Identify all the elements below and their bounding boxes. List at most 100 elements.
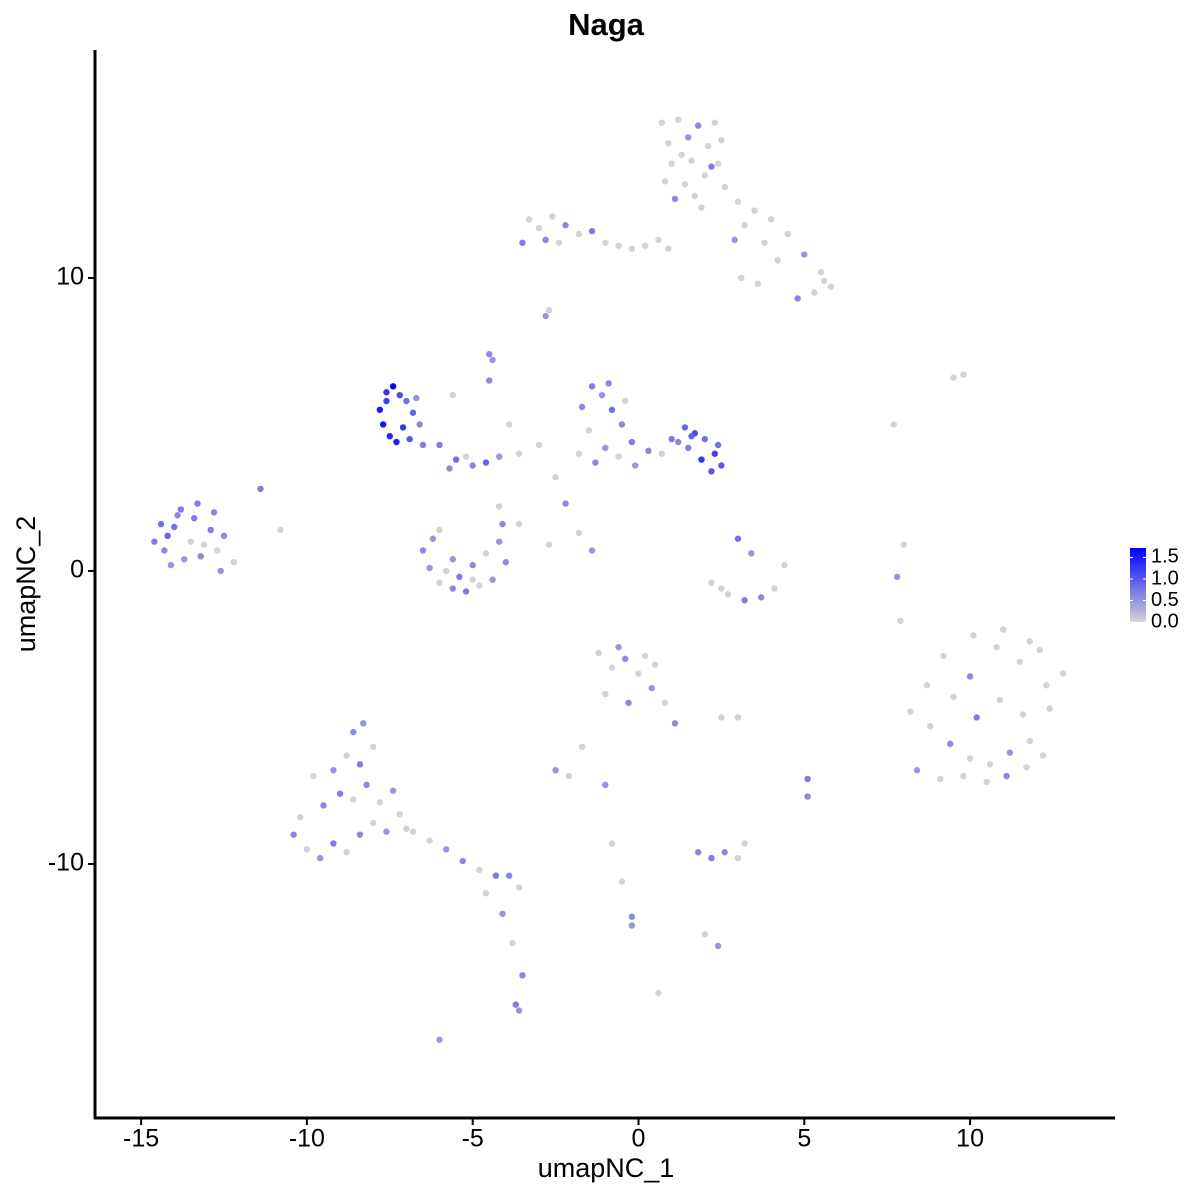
cell-point: [827, 283, 835, 290]
cell-point: [996, 696, 1004, 704]
cell-point: [316, 854, 324, 862]
cell-point: [724, 591, 732, 598]
cell-point: [525, 216, 533, 223]
cell-point: [1006, 749, 1014, 756]
cell-point: [641, 652, 649, 660]
cell-point: [754, 280, 762, 288]
cell-point: [602, 781, 609, 789]
cell-point: [645, 447, 652, 455]
cell-point: [370, 743, 377, 750]
cell-point: [701, 435, 709, 443]
cell-point: [950, 374, 957, 381]
cell-point: [588, 547, 596, 554]
cell-point: [164, 532, 171, 540]
cell-point: [625, 699, 632, 707]
cell-point: [741, 840, 748, 847]
x-tick-label: -15: [123, 1125, 159, 1153]
cell-point: [436, 526, 443, 534]
cell-point: [748, 550, 755, 557]
cell-point: [552, 767, 559, 774]
cell-point: [383, 389, 390, 396]
cell-point: [290, 831, 297, 838]
cell-point: [618, 878, 626, 885]
cell-point: [416, 421, 423, 428]
cell-point: [738, 274, 745, 282]
cell-point: [890, 421, 898, 428]
cell-point: [200, 541, 208, 548]
cell-point: [781, 561, 788, 569]
cell-point: [386, 432, 393, 440]
cell-point: [900, 541, 907, 548]
cell-point: [575, 529, 583, 537]
cell-point: [675, 438, 682, 446]
cell-point: [446, 465, 453, 472]
cell-point: [893, 573, 901, 581]
cell-point: [1026, 638, 1033, 645]
cell-point: [379, 421, 387, 428]
cell-point: [449, 556, 456, 563]
cell-point: [220, 532, 228, 540]
cell-point: [217, 567, 224, 575]
cell-point: [631, 462, 639, 469]
cell-point: [668, 435, 675, 443]
cell-point: [694, 122, 702, 129]
cell-point: [923, 682, 931, 689]
cell-point: [409, 409, 417, 416]
cell-point: [1003, 772, 1010, 780]
cell-point: [505, 872, 513, 879]
cell-point: [734, 854, 742, 862]
cell-point: [907, 708, 914, 715]
cell-point: [157, 520, 165, 528]
cell-point: [718, 137, 725, 144]
cell-point: [688, 432, 695, 440]
cell-point: [555, 239, 563, 246]
cell-point: [297, 813, 304, 821]
cell-point: [804, 775, 811, 783]
cell-point: [257, 485, 264, 493]
cell-point: [804, 793, 811, 800]
cell-point: [575, 230, 583, 238]
cell-point: [721, 849, 728, 856]
cell-point: [675, 116, 682, 123]
cell-point: [757, 594, 765, 601]
cell-point: [190, 515, 198, 522]
cell-point: [330, 767, 337, 774]
cell-point: [1046, 705, 1053, 712]
cell-point: [389, 787, 397, 794]
cell-point: [413, 394, 420, 402]
cell-point: [486, 377, 493, 384]
cell-point: [615, 242, 622, 249]
cell-point: [681, 424, 689, 431]
cell-point: [545, 306, 553, 314]
cell-point: [436, 1036, 443, 1043]
cell-point: [648, 684, 655, 692]
cell-point: [174, 512, 181, 519]
cell-point: [515, 520, 523, 528]
cell-point: [449, 585, 456, 592]
cell-point: [741, 597, 748, 604]
y-tick-label: 10: [56, 263, 84, 291]
cell-point: [499, 520, 506, 528]
x-tick-label: -10: [289, 1125, 325, 1153]
cell-point: [966, 673, 974, 680]
cell-point: [320, 802, 327, 809]
x-tick-label: 5: [797, 1125, 811, 1153]
cell-point: [393, 438, 400, 446]
cell-point: [602, 690, 609, 698]
cell-point: [714, 441, 722, 449]
cell-point: [741, 222, 748, 229]
cell-point: [426, 564, 433, 572]
cell-point: [801, 251, 808, 258]
cell-point: [655, 236, 662, 244]
cell-point: [482, 890, 490, 897]
cell-point: [641, 242, 649, 249]
cell-point: [519, 972, 526, 979]
y-tick-label: -10: [48, 849, 84, 877]
cell-point: [151, 538, 158, 545]
cell-point: [618, 421, 626, 428]
cell-point: [161, 547, 168, 554]
cell-point: [426, 837, 433, 844]
cell-point: [396, 391, 403, 399]
cell-point: [1019, 711, 1027, 718]
